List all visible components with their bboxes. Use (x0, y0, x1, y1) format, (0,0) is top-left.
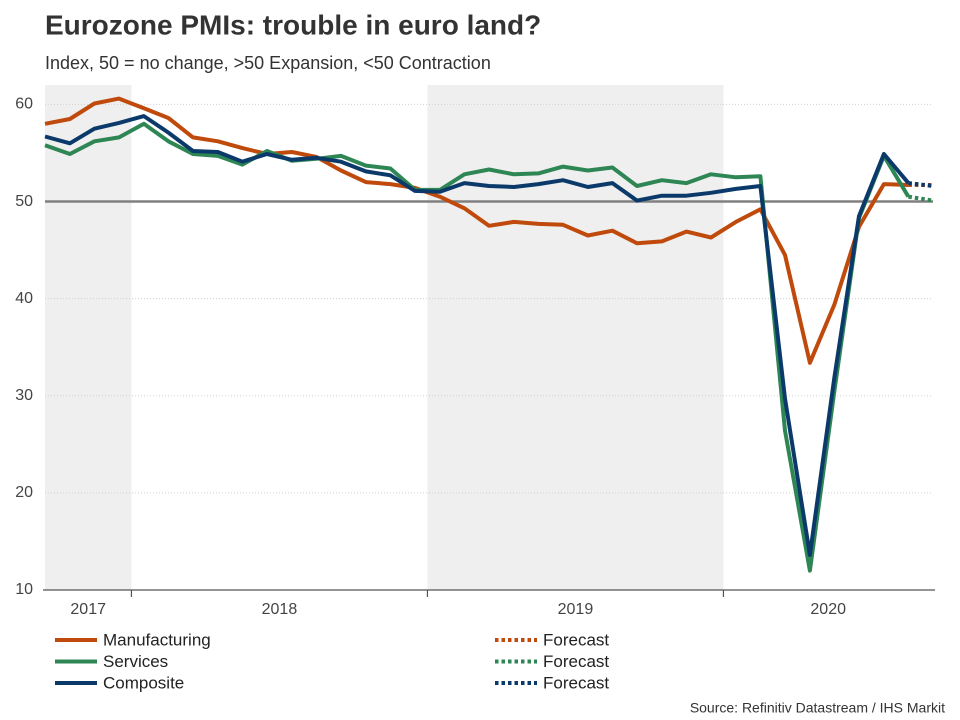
series-line (908, 194, 934, 203)
x-tick-label: 2018 (262, 601, 298, 618)
y-tick-label: 40 (15, 290, 33, 307)
legend-label: Composite (103, 673, 184, 692)
legend-label: Forecast (543, 652, 609, 671)
legend-label: Forecast (543, 630, 609, 649)
y-tick-label: 50 (15, 193, 33, 210)
shaded-band (45, 85, 132, 590)
chart-title: Eurozone PMIs: trouble in euro land? (45, 9, 541, 40)
legend-label: Forecast (543, 673, 609, 692)
source: Source: Refinitiv Datastream / IHS Marki… (690, 700, 945, 716)
y-tick-label: 10 (15, 581, 33, 598)
legend-label: Manufacturing (103, 630, 211, 649)
chart-subtitle: Index, 50 = no change, >50 Expansion, <5… (45, 53, 491, 73)
y-tick-label: 20 (15, 484, 33, 501)
x-tick-label: 2020 (810, 601, 846, 618)
y-tick-label: 60 (15, 96, 33, 113)
shaded-band (427, 85, 724, 590)
x-tick-label: 2017 (70, 601, 106, 618)
legend-label: Services (103, 652, 168, 671)
x-tick-label: 2019 (558, 601, 594, 618)
bands (45, 85, 724, 590)
series-line (44, 114, 910, 557)
series-line (908, 181, 934, 188)
y-tick-label: 30 (15, 387, 33, 404)
